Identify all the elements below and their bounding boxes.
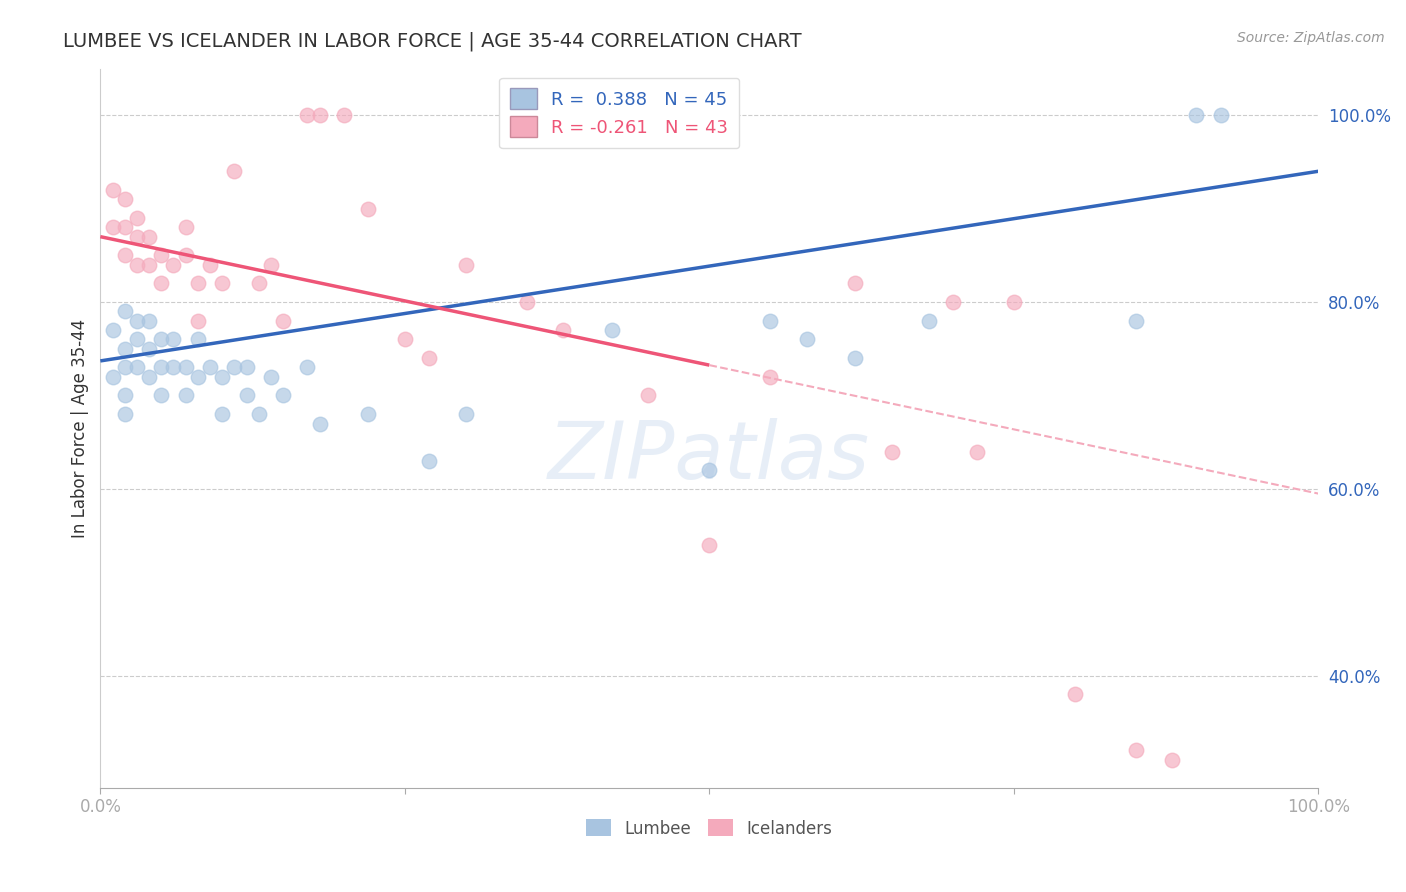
Point xyxy=(235,388,257,402)
Point xyxy=(125,211,148,225)
Point xyxy=(174,220,197,235)
Point xyxy=(125,333,148,347)
Point xyxy=(637,388,659,402)
Point xyxy=(174,388,197,402)
Point xyxy=(198,258,221,272)
Point xyxy=(198,360,221,375)
Point xyxy=(1125,743,1147,757)
Point xyxy=(138,342,160,356)
Point xyxy=(297,108,319,122)
Point xyxy=(917,314,939,328)
Text: Source: ZipAtlas.com: Source: ZipAtlas.com xyxy=(1237,31,1385,45)
Point xyxy=(125,314,148,328)
Point xyxy=(1125,314,1147,328)
Point xyxy=(162,333,184,347)
Point xyxy=(150,277,173,291)
Point xyxy=(516,295,538,310)
Point xyxy=(150,248,173,262)
Point xyxy=(125,229,148,244)
Point xyxy=(357,407,380,421)
Point xyxy=(394,333,416,347)
Point xyxy=(297,360,319,375)
Point xyxy=(1185,108,1208,122)
Point xyxy=(1063,687,1085,701)
Point xyxy=(942,295,965,310)
Point xyxy=(187,314,209,328)
Point xyxy=(271,388,294,402)
Point xyxy=(150,333,173,347)
Point xyxy=(114,360,136,375)
Point xyxy=(418,454,440,468)
Point xyxy=(1002,295,1025,310)
Point xyxy=(247,407,270,421)
Point xyxy=(101,369,124,384)
Point xyxy=(260,369,283,384)
Point xyxy=(187,277,209,291)
Point xyxy=(247,277,270,291)
Point xyxy=(101,183,124,197)
Point xyxy=(187,369,209,384)
Point xyxy=(271,314,294,328)
Point xyxy=(844,351,866,365)
Point xyxy=(114,342,136,356)
Point xyxy=(138,314,160,328)
Point xyxy=(260,258,283,272)
Point xyxy=(114,304,136,318)
Point xyxy=(759,314,782,328)
Point xyxy=(174,248,197,262)
Point xyxy=(418,351,440,365)
Point xyxy=(880,444,903,458)
Point xyxy=(101,323,124,337)
Point xyxy=(454,258,477,272)
Point xyxy=(174,360,197,375)
Point xyxy=(454,407,477,421)
Point xyxy=(187,333,209,347)
Point xyxy=(211,369,233,384)
Point xyxy=(697,463,720,477)
Point xyxy=(114,388,136,402)
Point xyxy=(224,360,246,375)
Point xyxy=(138,229,160,244)
Text: LUMBEE VS ICELANDER IN LABOR FORCE | AGE 35-44 CORRELATION CHART: LUMBEE VS ICELANDER IN LABOR FORCE | AGE… xyxy=(63,31,801,51)
Point xyxy=(150,360,173,375)
Point xyxy=(125,360,148,375)
Point xyxy=(1161,753,1184,767)
Point xyxy=(114,248,136,262)
Point xyxy=(162,258,184,272)
Point xyxy=(357,202,380,216)
Point xyxy=(844,277,866,291)
Point xyxy=(211,277,233,291)
Point xyxy=(162,360,184,375)
Text: ZIPatlas: ZIPatlas xyxy=(548,418,870,496)
Point xyxy=(796,333,818,347)
Point xyxy=(308,417,330,431)
Point xyxy=(114,220,136,235)
Point xyxy=(150,388,173,402)
Legend: Lumbee, Icelanders: Lumbee, Icelanders xyxy=(579,813,839,844)
Point xyxy=(1209,108,1232,122)
Point xyxy=(966,444,988,458)
Point xyxy=(308,108,330,122)
Point xyxy=(101,220,124,235)
Point xyxy=(224,164,246,178)
Point xyxy=(333,108,356,122)
Point xyxy=(138,369,160,384)
Y-axis label: In Labor Force | Age 35-44: In Labor Force | Age 35-44 xyxy=(72,318,89,538)
Point xyxy=(697,538,720,552)
Point xyxy=(138,258,160,272)
Point xyxy=(759,369,782,384)
Point xyxy=(553,323,575,337)
Point xyxy=(114,407,136,421)
Point xyxy=(211,407,233,421)
Point xyxy=(600,323,623,337)
Point xyxy=(125,258,148,272)
Point xyxy=(114,192,136,206)
Point xyxy=(235,360,257,375)
